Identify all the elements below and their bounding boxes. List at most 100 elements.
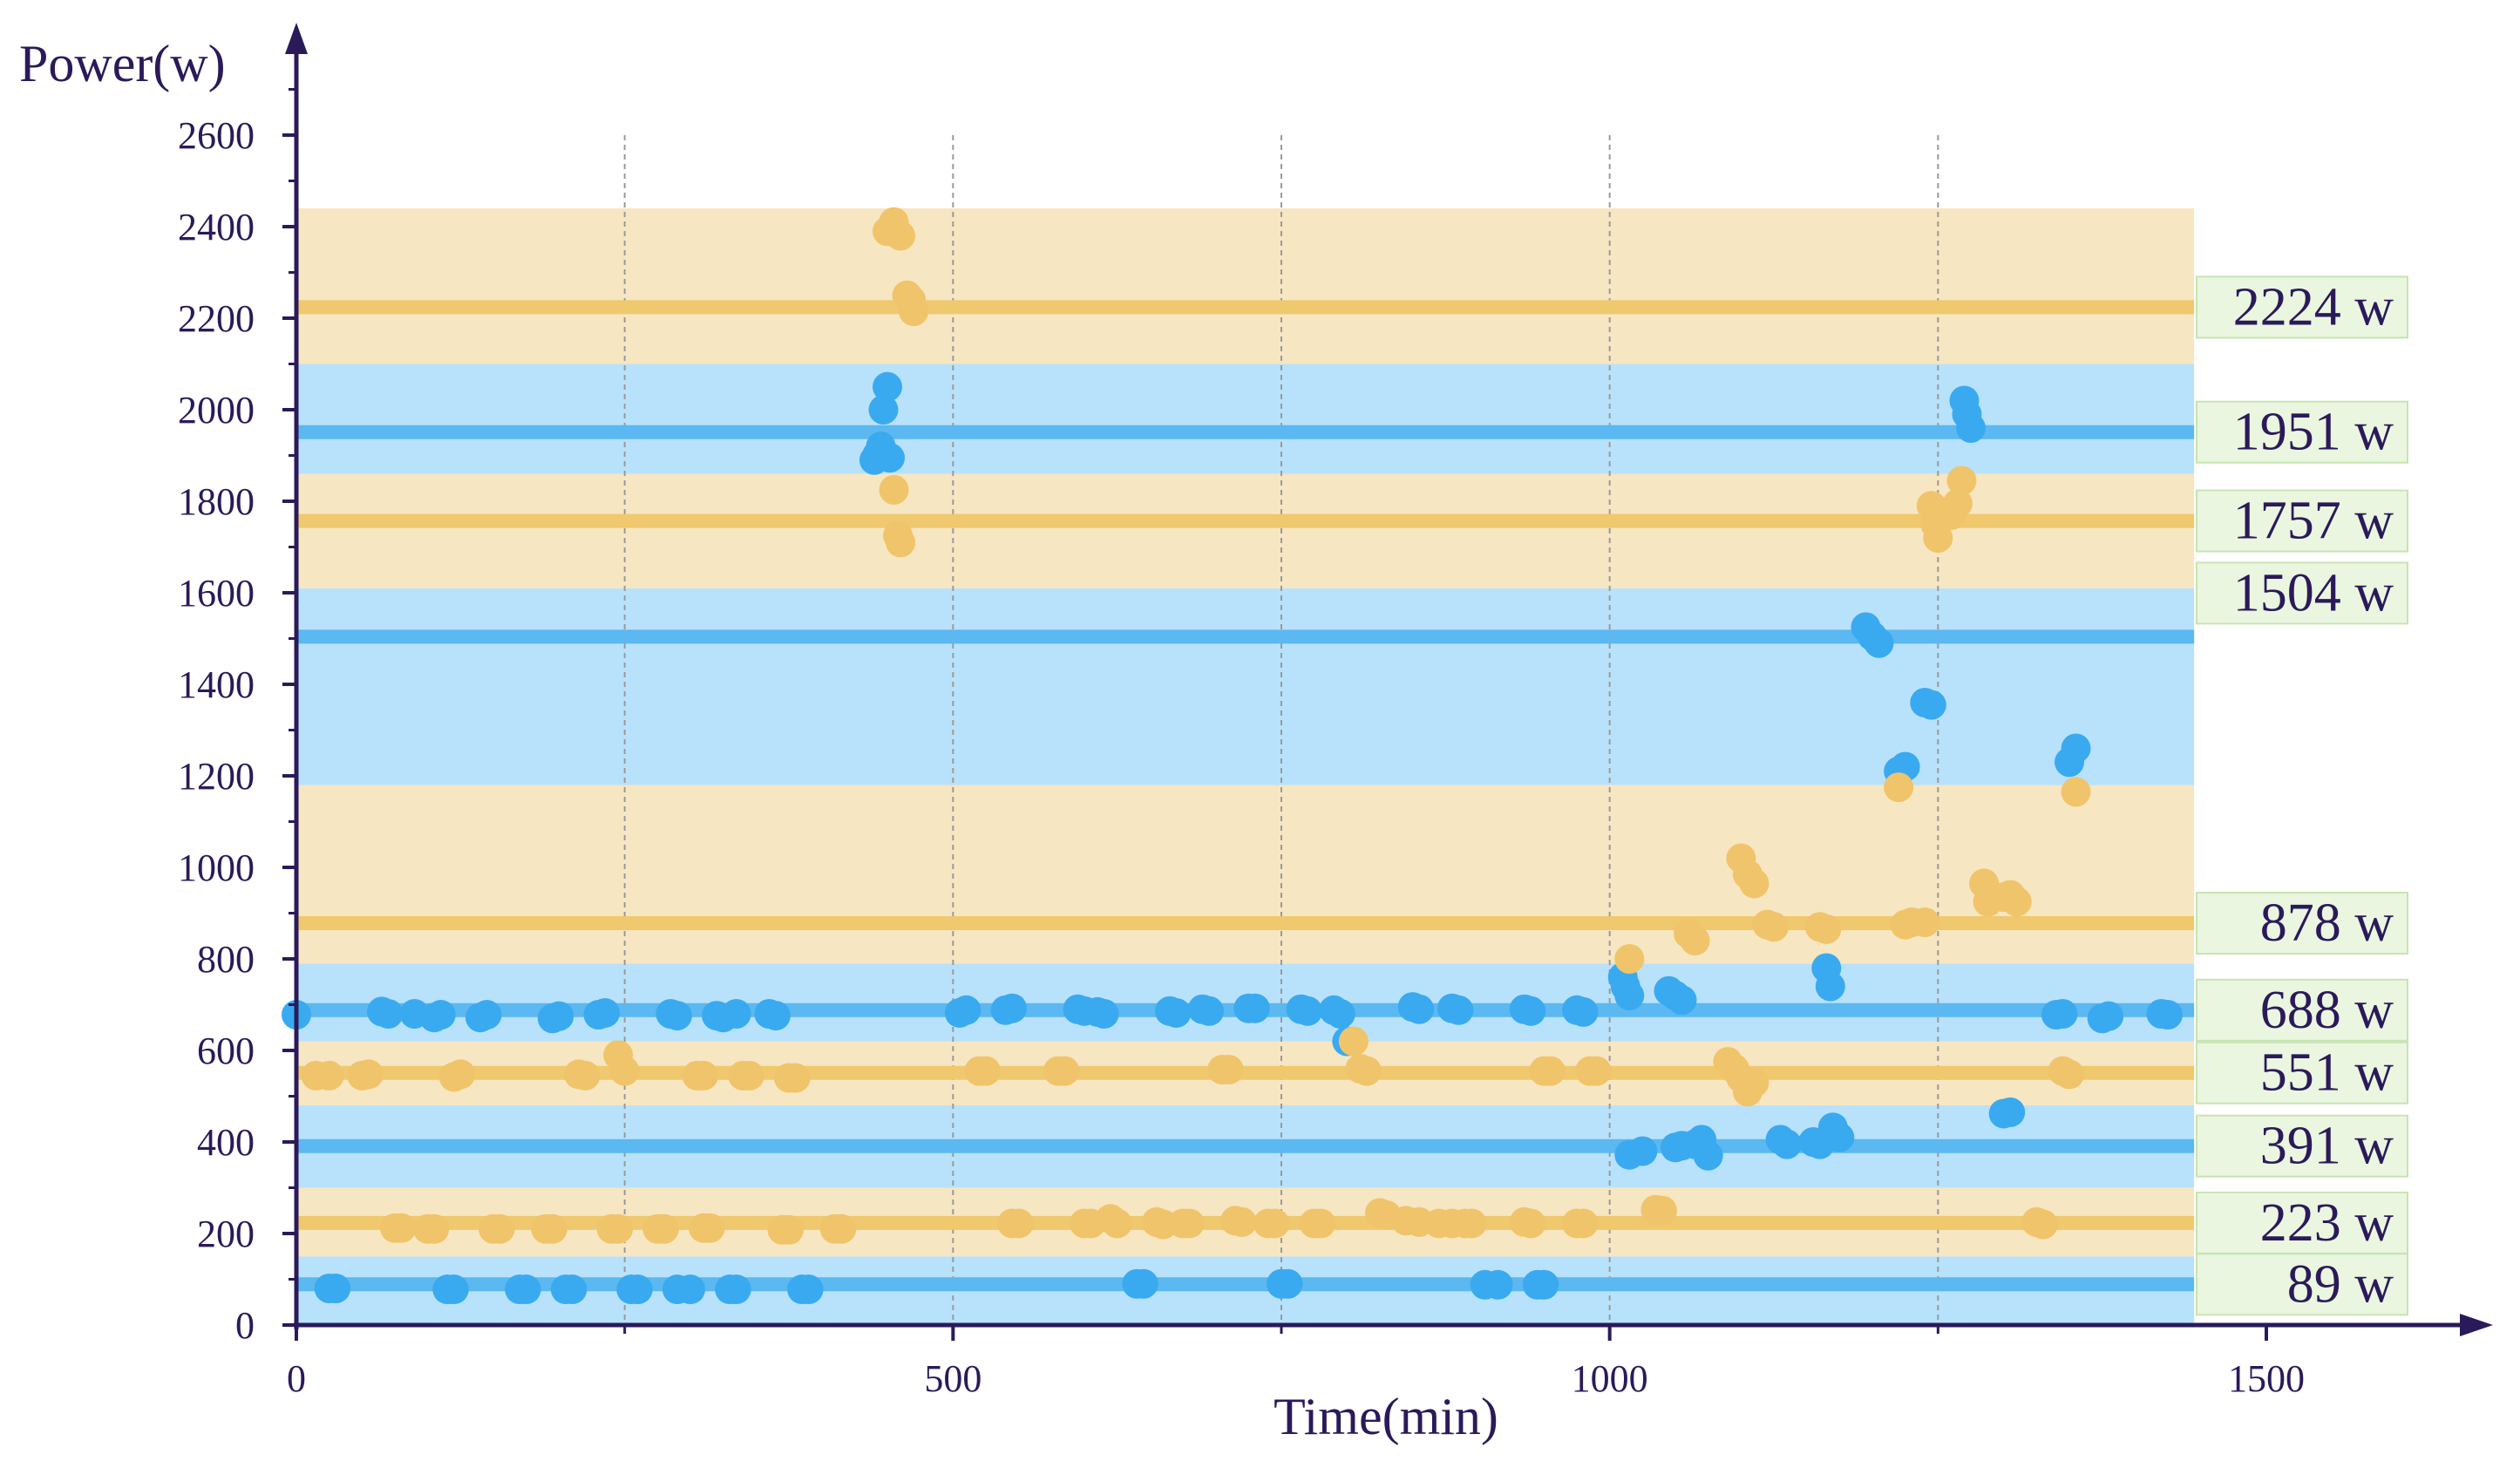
blue-point-26 [373, 999, 404, 1029]
level-label-box-1504 [2196, 561, 2408, 625]
orange-point-17 [971, 1056, 1001, 1086]
orange-point-91 [1739, 868, 1769, 899]
orange-point-79 [1516, 1208, 1546, 1239]
orange-point-41 [485, 1213, 515, 1244]
band-orange-5 [296, 785, 2195, 964]
orange-data-points [301, 207, 2091, 1245]
blue-point-35 [590, 997, 621, 1028]
orange-point-83 [1647, 1195, 1677, 1226]
y-axis-arrow [285, 23, 308, 54]
orange-point-99 [1910, 907, 1940, 937]
blue-point-37 [662, 1001, 692, 1031]
band-orange-7 [296, 473, 2195, 588]
blue-point-90 [1824, 1122, 1855, 1152]
y-tick-label-0: 0 [235, 1304, 255, 1347]
y-tick-label-1400: 1400 [178, 663, 255, 706]
y-tick-label-1000: 1000 [178, 846, 255, 889]
blue-point-46 [997, 993, 1028, 1023]
orange-point-104 [2001, 887, 2032, 917]
y-tick-label-1600: 1600 [178, 572, 255, 615]
orange-point-33 [1739, 1067, 1769, 1098]
y-tick-label-2600: 2600 [178, 114, 255, 157]
level-label-box-2224 [2196, 275, 2408, 339]
orange-point-105 [2061, 777, 2091, 807]
blue-point-52 [1161, 997, 1192, 1028]
blue-point-19 [1273, 1268, 1303, 1299]
orange-point-47 [649, 1213, 679, 1244]
blue-point-33 [544, 1001, 574, 1031]
blue-point-42 [760, 1001, 791, 1031]
blue-point-23 [1529, 1269, 1559, 1300]
level-label-551: 551 w [2260, 1043, 2394, 1103]
orange-point-35 [2055, 1059, 2084, 1090]
blue-point-60 [1325, 999, 1355, 1029]
level-label-box-1757 [2196, 489, 2408, 553]
level-label-box-551 [2196, 1041, 2408, 1104]
level-label-box-223 [2196, 1191, 2408, 1254]
blue-point-44 [951, 995, 982, 1025]
blue-point-58 [1293, 996, 1323, 1026]
level-label-89: 89 w [2287, 1254, 2394, 1314]
level-label-box-391 [2196, 1114, 2408, 1178]
orange-point-69 [1306, 1208, 1336, 1239]
axis-ticks: 0 200 400 600 800 1000 1200 1400 1600 1800 2000 220… [178, 88, 2305, 1400]
orange-point-15 [780, 1063, 811, 1093]
blue-point-104 [2061, 733, 2091, 764]
orange-point-24 [1351, 1056, 1382, 1086]
axes [285, 23, 2493, 1336]
level-label-1504: 1504 w [2233, 563, 2394, 622]
level-label-2224: 2224 w [2233, 277, 2394, 336]
x-tick-label-0: 0 [287, 1357, 306, 1400]
orange-point-96 [1884, 772, 1914, 803]
orange-point-114 [886, 221, 916, 251]
level-label-box-878 [2196, 892, 2408, 955]
orange-point-63 [1174, 1208, 1205, 1239]
band-blue-8 [296, 364, 2195, 474]
blue-point-67 [1516, 996, 1546, 1026]
orange-point-67 [1260, 1208, 1290, 1239]
level-label-688: 688 w [2260, 981, 2394, 1040]
blue-point-17 [1128, 1268, 1158, 1299]
orange-point-9 [609, 1056, 640, 1086]
blue-point-40 [721, 999, 751, 1029]
orange-point-117 [899, 296, 929, 327]
vertical-gridlines [623, 135, 1939, 1325]
orange-point-95 [1811, 914, 1842, 944]
orange-point-111 [1946, 466, 1977, 496]
orange-point-1 [314, 1060, 344, 1091]
orange-point-120 [886, 527, 916, 558]
blue-point-114 [868, 395, 899, 425]
orange-point-53 [826, 1213, 857, 1244]
blue-point-84 [1772, 1129, 1803, 1159]
x-axis-title: Time(min) [1274, 1388, 1498, 1445]
orange-point-88 [1680, 926, 1710, 955]
orange-point-59 [1102, 1208, 1132, 1239]
orange-point-37 [386, 1213, 417, 1243]
blue-point-7 [557, 1274, 588, 1305]
blue-point-102 [1995, 1097, 2026, 1127]
y-tick-label-2400: 2400 [178, 206, 255, 248]
level-label-box-1951 [2196, 400, 2408, 464]
orange-point-3 [353, 1059, 384, 1090]
level-label-391: 391 w [2260, 1117, 2394, 1176]
blue-point-54 [1194, 996, 1225, 1026]
orange-point-118 [879, 474, 909, 505]
orange-point-55 [1003, 1208, 1034, 1239]
orange-point-51 [774, 1214, 804, 1245]
orange-point-5 [445, 1059, 476, 1090]
blue-point-108 [2094, 1001, 2124, 1031]
blue-point-110 [2153, 1000, 2183, 1030]
blue-point-15 [793, 1274, 824, 1305]
blue-point-1 [321, 1274, 351, 1303]
blue-point-9 [622, 1274, 653, 1305]
orange-point-77 [1457, 1208, 1487, 1239]
orange-point-21 [1213, 1055, 1244, 1085]
orange-point-81 [1568, 1208, 1599, 1239]
orange-point-26 [1535, 1056, 1566, 1086]
orange-point-86 [1614, 944, 1645, 974]
blue-data-points [282, 371, 2183, 1305]
blue-point-82 [1693, 1140, 1723, 1171]
blue-point-11 [676, 1274, 705, 1305]
blue-point-75 [1667, 985, 1697, 1016]
